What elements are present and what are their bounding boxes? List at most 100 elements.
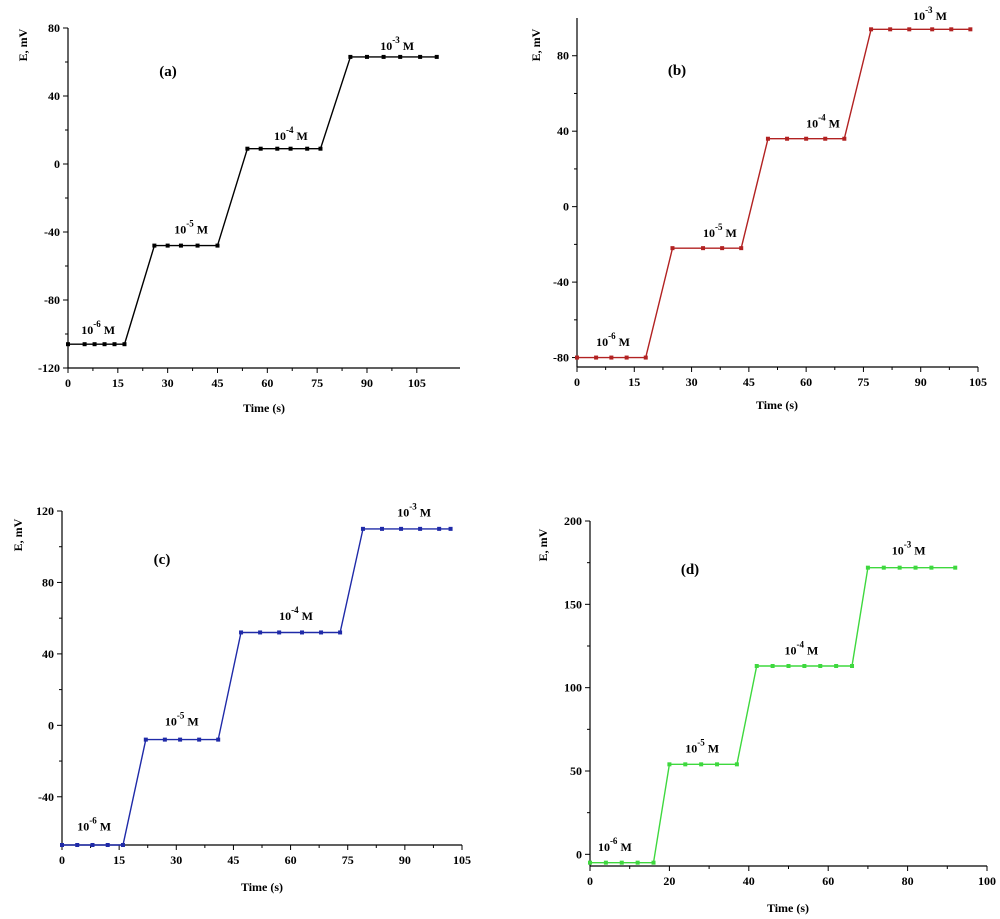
data-point [105,843,110,847]
concentration-label: 10-6 M [77,816,111,834]
data-point [338,630,343,635]
data-point [720,246,725,251]
data-point [785,136,790,141]
data-point [162,737,167,742]
x-axis-title: Time (s) [756,398,798,412]
data-point [197,737,202,742]
data-point [318,146,323,151]
data-point [603,860,608,865]
chart-panel-4: 0 50 100 150 200 0 20 40 60 80 100 Time (s) E, mV (d)… [536,514,996,915]
panel-label: (a) [159,64,177,80]
y-tick-label: -40 [38,790,54,804]
data-point [907,27,912,32]
data-point [651,860,656,865]
data-point [319,630,324,635]
x-axis-title: Time (s) [767,901,809,915]
data-point [701,246,706,251]
chart-panel-2: -80 -40 0 40 80 0 15 30 45 60 75 90 105 Time (s) E, mV… [529,5,987,412]
data-point [635,860,640,865]
data-point [258,146,263,151]
y-tick-label: -120 [38,361,60,375]
data-point [734,762,739,767]
x-axis-title: Time (s) [243,401,285,415]
x-tick-label: 20 [663,874,675,888]
chart-panel-1: -120 -80 -40 0 40 80 0 15 30 45 60 75 90 105 Time (s) E… [16,21,460,415]
y-tick-label: -80 [553,351,569,365]
data-point [754,664,759,668]
data-point [364,54,369,59]
x-tick-label: 100 [978,874,996,888]
concentration-label: 10-5 M [165,710,199,728]
data-point [575,355,579,360]
x-tick-label: 40 [743,874,755,888]
concentration-label: 10-3 M [380,35,414,53]
x-tick-label: 45 [211,376,223,390]
y-tick-label: 40 [42,647,54,661]
data-point [143,737,148,742]
data-point [275,146,280,151]
x-tick-label: 75 [342,853,354,867]
x-tick-label: 60 [261,376,273,390]
data-point [152,243,157,248]
y-tick-label: 200 [564,514,582,528]
concentration-label: 10-5 M [174,219,208,237]
x-tick-label: 30 [686,375,698,389]
data-point [929,565,934,570]
data-point [239,630,244,635]
y-tick-label: -40 [553,275,569,289]
panel-label: (d) [681,562,699,578]
data-point [112,342,117,347]
x-tick-label: 90 [399,853,411,867]
concentration-label: 10-4 M [806,112,840,130]
data-point [66,342,70,347]
y-tick-label: 150 [564,597,582,611]
x-tick-label: 90 [915,375,927,389]
x-tick-label: 75 [857,375,869,389]
y-tick-label: 80 [557,49,569,63]
data-point [953,565,958,570]
x-tick-label: 45 [743,375,755,389]
data-point [715,762,720,767]
data-point [165,243,170,248]
data-point [619,860,624,865]
x-tick-label: 60 [822,874,834,888]
y-tick-label: 0 [48,718,54,732]
data-point [399,526,404,531]
data-point [90,843,95,847]
data-point [434,54,439,59]
data-point [802,664,807,668]
concentration-label: 10-4 M [785,639,819,657]
data-point [739,246,744,251]
data-point [437,526,442,531]
x-tick-label: 105 [408,376,426,390]
x-tick-label: 15 [112,376,124,390]
y-tick-label: 0 [54,157,60,171]
y-tick-label: 40 [48,89,60,103]
series-line [577,28,971,359]
concentration-label: 10-4 M [274,125,308,143]
y-tick-label: 120 [36,504,54,518]
x-tick-label: 0 [59,853,65,867]
data-point [842,136,847,141]
concentration-label: 10-3 M [397,501,431,519]
x-tick-label: 60 [800,375,812,389]
y-tick-label: -40 [44,225,60,239]
data-point [215,243,220,248]
x-tick-label: 105 [453,853,471,867]
x-tick-label: 15 [113,853,125,867]
x-tick-label: 60 [285,853,297,867]
data-point [765,136,770,141]
y-tick-label: -80 [44,293,60,307]
data-point [288,146,293,151]
x-tick-label: 0 [65,376,71,390]
data-point [75,843,80,847]
concentration-label: 10-5 M [703,222,737,240]
concentration-label: 10-6 M [81,319,115,337]
data-point [418,526,423,531]
data-point [195,243,200,248]
series-line [590,567,956,864]
data-point [120,843,125,847]
data-point [418,54,423,59]
concentration-label: 10-5 M [685,738,719,756]
